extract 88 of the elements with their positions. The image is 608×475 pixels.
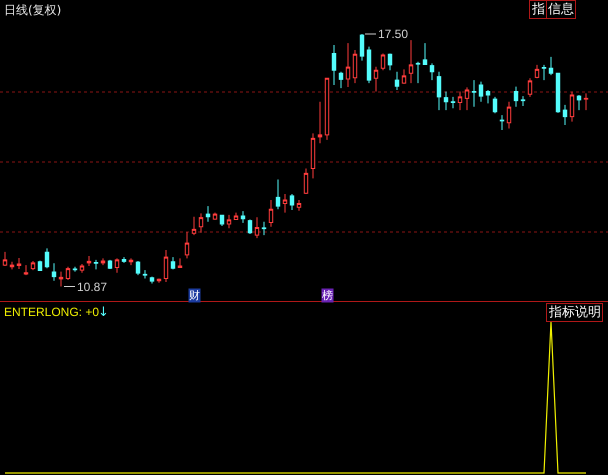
candlestick [492, 96, 498, 114]
candlestick [500, 114, 504, 130]
candlestick [444, 91, 448, 111]
candlestick [542, 64, 546, 81]
candlestick [360, 34, 364, 62]
candlestick [464, 86, 470, 111]
candlestick [380, 52, 386, 71]
candlestick [100, 258, 106, 266]
candlestick [318, 101, 322, 144]
chart-title: 日线(复权) [4, 3, 62, 17]
candlestick [436, 71, 442, 111]
candlestick [206, 206, 210, 222]
candlestick [408, 40, 414, 84]
candlestick [486, 90, 490, 104]
candlestick [402, 68, 406, 84]
candlestick [394, 71, 400, 90]
candlestick [276, 178, 280, 210]
candlestick [44, 248, 50, 269]
candlestick [198, 212, 204, 234]
candlestick [562, 104, 568, 126]
candlestick [556, 72, 560, 114]
candlestick [310, 132, 316, 179]
candlestick [422, 42, 428, 66]
candlestick [114, 258, 120, 274]
candlestick [388, 52, 392, 71]
candlestick [234, 212, 238, 220]
candlestick [262, 221, 266, 236]
candlestick [472, 80, 476, 108]
candlestick [86, 256, 92, 266]
candlestick [450, 96, 456, 109]
candlestick [248, 218, 252, 234]
text: 榜 [322, 289, 333, 302]
candlestick [254, 216, 260, 239]
candlestick [184, 232, 190, 259]
candlestick [346, 42, 350, 88]
candlestick [16, 257, 22, 270]
candlestick [304, 168, 308, 194]
text: 财 [189, 289, 200, 302]
candlestick [268, 200, 274, 228]
text: ↓ [98, 305, 109, 320]
candlestick [192, 216, 196, 236]
candlestick [506, 101, 512, 129]
candlestick [226, 214, 232, 229]
candlestick [58, 271, 64, 288]
candlestick [240, 210, 246, 224]
candlestick [576, 94, 582, 111]
candlestick [94, 259, 98, 270]
candlestick [520, 96, 526, 106]
candlestick [296, 200, 302, 212]
candlestick [548, 56, 554, 76]
candlestick [2, 251, 8, 266]
chart-title: ENTERLONG: +0 [4, 305, 100, 319]
annotation: 10.87 [77, 280, 108, 294]
candlestick [80, 264, 84, 274]
candlestick [212, 212, 218, 220]
candlestick [416, 61, 420, 84]
candlestick [528, 78, 532, 98]
candlestick [514, 86, 518, 108]
candlestick [332, 44, 336, 86]
candlestick [338, 71, 344, 89]
text: 信息 [548, 2, 574, 17]
candlestick [374, 66, 378, 92]
candlestick [584, 92, 588, 111]
candlestick [178, 258, 182, 268]
text: 指标说明 [548, 305, 601, 320]
candlestick [164, 249, 168, 282]
candlestick [24, 264, 28, 276]
candlestick [430, 62, 434, 81]
candlestick [352, 50, 358, 84]
candlestick [142, 270, 148, 280]
candlestick [282, 193, 288, 214]
candlestick [290, 193, 294, 210]
candlestick [136, 260, 140, 276]
candlestick [66, 266, 70, 281]
candlestick [366, 46, 372, 84]
candlestick [122, 256, 126, 264]
candlestick [72, 266, 78, 272]
candlestick [534, 64, 540, 79]
candlestick [458, 91, 462, 111]
candlestick [478, 81, 484, 102]
candlestick [324, 78, 330, 140]
annotation: 17.50 [378, 27, 408, 41]
text: 指 [531, 2, 545, 17]
candlestick [52, 262, 56, 282]
candlestick [128, 258, 134, 266]
candlestick [170, 256, 176, 270]
candlestick [10, 261, 14, 270]
candlestick [570, 91, 574, 122]
